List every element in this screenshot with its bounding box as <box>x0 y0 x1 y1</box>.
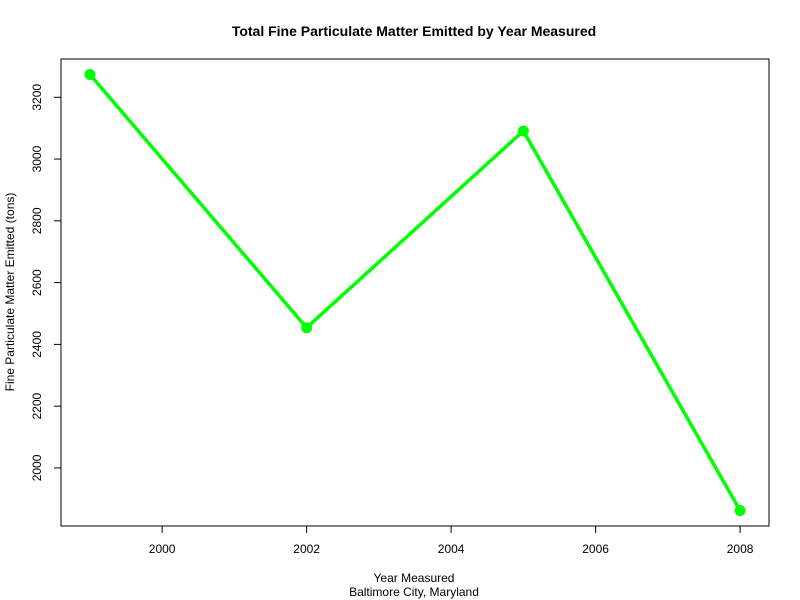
y-axis-label: Fine Particulate Matter Emitted (tons) <box>3 193 17 392</box>
data-point <box>734 505 746 517</box>
data-point <box>517 125 529 137</box>
y-tick-label: 3000 <box>30 145 44 172</box>
y-tick-label: 2000 <box>30 454 44 481</box>
x-axis-label: Year Measured <box>374 571 455 585</box>
y-tick-label: 2800 <box>30 207 44 234</box>
x-tick-label: 2006 <box>582 542 609 556</box>
chart-title: Total Fine Particulate Matter Emitted by… <box>232 23 596 39</box>
chart-subtitle: Baltimore City, Maryland <box>349 585 479 599</box>
y-tick-label: 3200 <box>30 84 44 111</box>
series-line <box>88 72 742 513</box>
plot-frame <box>60 58 770 527</box>
data-point <box>84 68 96 80</box>
x-tick-label: 2002 <box>293 542 320 556</box>
y-tick-label: 2600 <box>30 269 44 296</box>
y-tick-label: 2400 <box>30 331 44 358</box>
x-tick-label: 2000 <box>149 542 176 556</box>
y-tick-label: 2200 <box>30 392 44 419</box>
y-axis: 2000 2200 2400 2600 2800 3000 3200 <box>30 84 62 481</box>
series-layer <box>84 68 746 517</box>
x-tick-label: 2004 <box>438 542 465 556</box>
x-axis: 2000 2002 2004 2006 2008 <box>149 525 754 556</box>
data-point <box>301 322 313 334</box>
x-tick-label: 2008 <box>727 542 754 556</box>
